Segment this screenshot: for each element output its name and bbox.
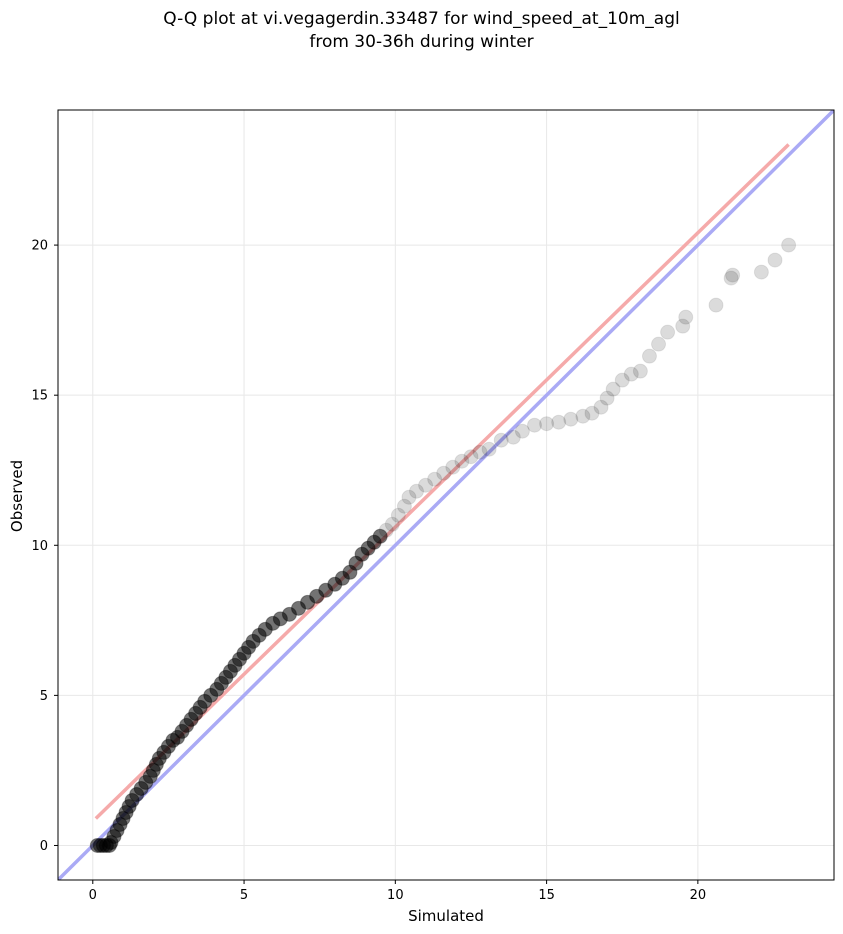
data-point [493,432,509,448]
x-tick-label: 20 [690,888,707,903]
data-points [89,237,797,853]
grid [58,110,834,880]
data-point [723,270,739,286]
plot-frame [57,109,835,881]
chart-title: Q-Q plot at vi.vegagerdin.33487 for wind… [163,9,680,29]
data-point [632,363,648,379]
data-point [384,516,400,532]
data-point [396,498,412,514]
data-point [660,324,676,340]
data-point [781,237,797,253]
data-point [708,297,724,313]
data-point [427,471,443,487]
y-tick-label: 0 [40,839,48,854]
identity-reference-line [58,110,834,880]
data-point [445,459,461,475]
data-point [599,390,615,406]
data-point [526,417,542,433]
data-point [539,416,555,432]
data-point [372,528,388,544]
x-axis: 0 5 10 15 20 [89,880,706,903]
data-point [675,318,691,334]
data-point [401,489,417,505]
reference-lines [58,110,834,880]
fit-reference-line [94,143,790,820]
data-point [593,399,609,415]
data-point [418,477,434,493]
data-point [472,444,488,460]
data-point [614,372,630,388]
data-point [767,252,783,268]
y-tick-label: 5 [40,689,48,704]
data-point [563,411,579,427]
data-point [551,414,567,430]
data-point [463,449,479,465]
y-tick-label: 10 [31,539,48,554]
x-tick-label: 0 [89,888,97,903]
data-point [605,381,621,397]
chart-subtitle: from 30-36h during winter [309,32,534,52]
data-point [409,483,425,499]
data-point [753,264,769,280]
data-point [505,429,521,445]
data-point [584,405,600,421]
x-tick-label: 10 [387,888,404,903]
x-tick-label: 5 [240,888,248,903]
data-point [575,408,591,424]
data-point [678,309,694,325]
data-point [623,366,639,382]
y-axis-label: Observed [8,460,26,532]
data-point [390,507,406,523]
y-axis: 0 5 10 15 20 [31,239,58,854]
x-axis-label: Simulated [408,907,484,925]
data-point [651,336,667,352]
data-point [481,441,497,457]
data-point [725,267,741,283]
data-point [378,522,394,538]
x-tick-label: 15 [538,888,555,903]
y-tick-label: 15 [31,389,48,404]
data-point [454,453,470,469]
data-point [641,348,657,364]
y-tick-label: 20 [31,239,48,254]
data-point [436,465,452,481]
data-point [514,423,530,439]
